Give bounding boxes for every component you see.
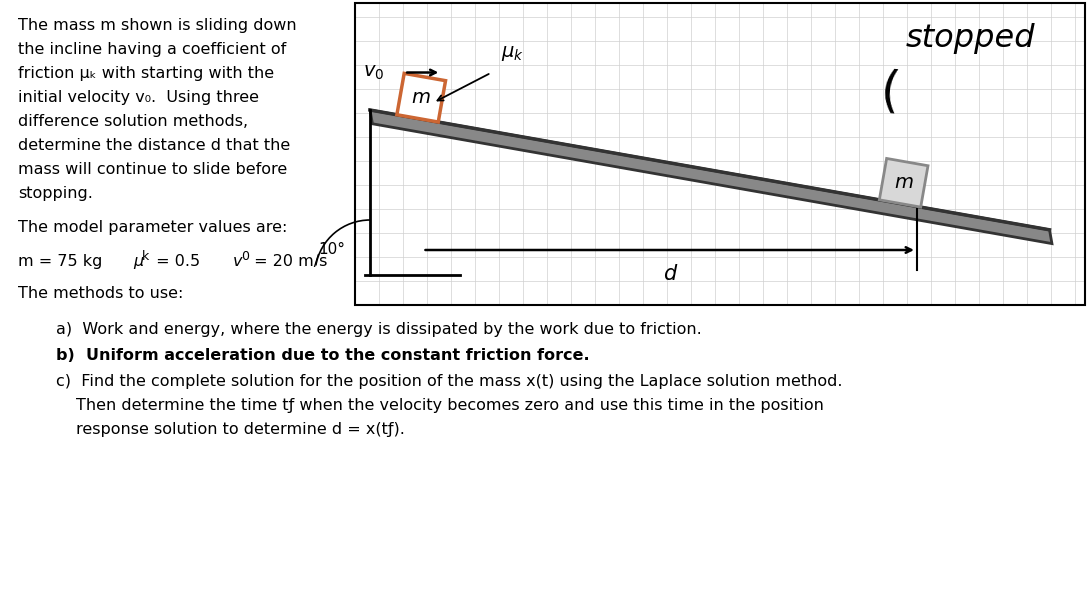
Text: Then determine the time tƒ when the velocity becomes zero and use this time in t: Then determine the time tƒ when the velo…: [76, 398, 824, 413]
Text: k: k: [142, 250, 149, 263]
Text: (: (: [878, 68, 902, 117]
Text: the incline having a coefficient of: the incline having a coefficient of: [19, 42, 286, 57]
Text: determine the distance d that the: determine the distance d that the: [19, 138, 291, 153]
Text: = 20 m/s: = 20 m/s: [249, 254, 328, 269]
Polygon shape: [396, 74, 445, 122]
Text: d: d: [663, 264, 676, 284]
Text: 10°: 10°: [318, 242, 345, 257]
Text: friction μₖ with starting with the: friction μₖ with starting with the: [19, 66, 274, 81]
Text: b)  Uniform acceleration due to the constant friction force.: b) Uniform acceleration due to the const…: [56, 348, 589, 363]
Text: initial velocity v₀.  Using three: initial velocity v₀. Using three: [19, 90, 259, 105]
Text: The mass m shown is sliding down: The mass m shown is sliding down: [19, 18, 296, 33]
Text: The methods to use:: The methods to use:: [19, 286, 183, 301]
Text: m: m: [412, 88, 431, 107]
Polygon shape: [879, 158, 928, 207]
Text: a)  Work and energy, where the energy is dissipated by the work due to friction.: a) Work and energy, where the energy is …: [56, 322, 701, 337]
Text: μ: μ: [133, 254, 143, 269]
Text: difference solution methods,: difference solution methods,: [19, 114, 248, 129]
Text: The model parameter values are:: The model parameter values are:: [19, 220, 287, 235]
Text: stopped: stopped: [905, 23, 1035, 54]
Text: m: m: [894, 173, 914, 192]
Text: v: v: [233, 254, 243, 269]
Text: m = 75 kg: m = 75 kg: [19, 254, 102, 269]
Text: $v_0$: $v_0$: [363, 63, 384, 82]
Text: $\mu_k$: $\mu_k$: [501, 44, 524, 63]
Bar: [355, 3, 1085, 305]
Polygon shape: [370, 110, 1052, 244]
Text: c)  Find the complete solution for the position of the mass x(t) using the Lapla: c) Find the complete solution for the po…: [56, 374, 843, 389]
Text: stopping.: stopping.: [19, 186, 93, 201]
Text: mass will continue to slide before: mass will continue to slide before: [19, 162, 287, 177]
Text: 0: 0: [241, 250, 249, 263]
Text: response solution to determine d = x(tƒ).: response solution to determine d = x(tƒ)…: [76, 422, 405, 437]
Text: = 0.5: = 0.5: [151, 254, 200, 269]
